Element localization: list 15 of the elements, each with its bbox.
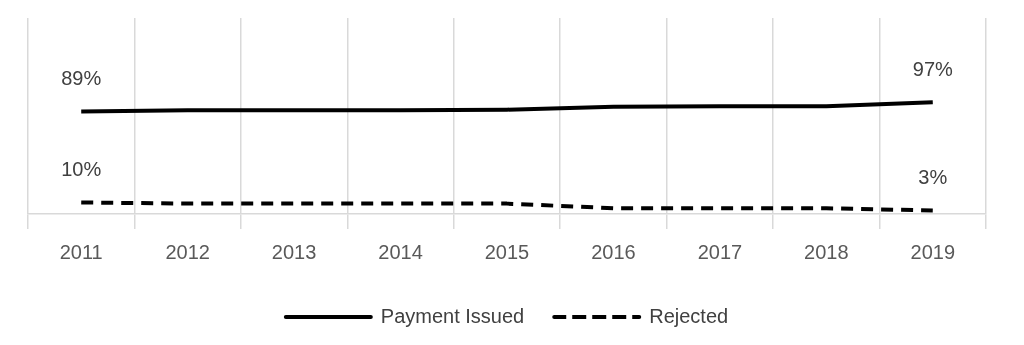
legend-label: Payment Issued (380, 304, 525, 327)
data-label: 3% (918, 166, 948, 189)
data-label: 97% (912, 57, 954, 80)
x-tick-label: 2011 (59, 240, 103, 263)
x-tick-label: 2014 (378, 240, 423, 263)
x-tick-label: 2018 (804, 240, 849, 263)
x-tick-label: 2012 (165, 240, 210, 263)
x-tick-label: 2015 (484, 240, 530, 263)
x-tick-label: 2017 (697, 240, 743, 263)
data-label: 89% (61, 66, 102, 89)
x-tick-label: 2016 (591, 240, 636, 263)
x-tick-label: 2013 (271, 240, 317, 263)
x-tick-label: 2019 (910, 240, 956, 263)
legend-label: Rejected (649, 304, 729, 327)
data-label: 10% (61, 157, 102, 180)
